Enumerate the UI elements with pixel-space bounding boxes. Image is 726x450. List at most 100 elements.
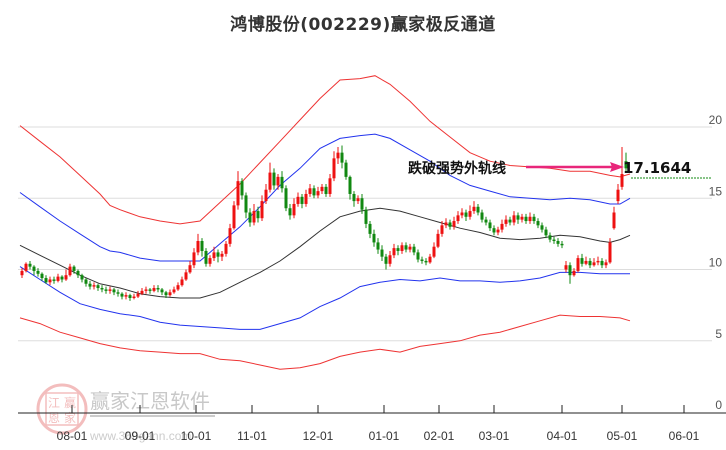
candle (260, 195, 264, 222)
candle (32, 265, 36, 276)
candle (56, 273, 60, 283)
candle (432, 242, 436, 259)
candle (364, 206, 368, 229)
candle (312, 185, 316, 199)
candle (492, 225, 496, 236)
svg-text:家: 家 (64, 410, 76, 425)
candle (536, 218, 540, 229)
candle (84, 278, 88, 287)
candle (600, 258, 604, 269)
band-middle (19, 207, 631, 299)
x-axis: 08-01 09-01 10-01 11-01 12-01 01-01 02-01 03-01… (18, 405, 726, 443)
candle (52, 276, 56, 284)
candle (624, 152, 628, 172)
watermark-brand: 赢家江恩软件 (90, 389, 210, 413)
candle (44, 275, 48, 284)
candle (72, 265, 76, 274)
candle (396, 245, 400, 256)
candle (272, 168, 276, 190)
candle (372, 229, 376, 247)
candle (508, 216, 512, 226)
candle (392, 243, 396, 259)
candle (324, 184, 328, 197)
candle (532, 213, 536, 224)
candle (164, 290, 168, 298)
candle (568, 262, 572, 284)
candle (28, 260, 32, 270)
candle (108, 286, 112, 294)
candle (416, 249, 420, 263)
candle (216, 249, 220, 263)
candle (616, 184, 620, 204)
candle (316, 186, 320, 199)
candle (292, 198, 296, 219)
band-outer-lower (19, 314, 631, 370)
candle (408, 243, 412, 253)
candle (328, 174, 332, 197)
candle (516, 212, 520, 224)
band-inner-lower (19, 266, 630, 330)
y-tick-15: 15 (709, 184, 723, 198)
candle (144, 286, 148, 294)
candle (248, 208, 252, 227)
candle (276, 174, 280, 190)
candle (140, 288, 144, 296)
candle (356, 195, 360, 204)
candle (196, 233, 200, 256)
candle (116, 289, 120, 297)
x-tick-11-01: 11-01 (237, 429, 267, 443)
breakout-annotation: 跌破强势外轨线 17.1644 (408, 159, 712, 179)
candle (552, 236, 556, 244)
candle (204, 248, 208, 267)
candle (572, 268, 576, 277)
candle (576, 255, 580, 273)
candle (228, 223, 232, 247)
svg-text:赢: 赢 (64, 395, 76, 410)
candle (560, 241, 564, 249)
x-tick-12-01: 12-01 (303, 429, 334, 443)
candle (412, 243, 416, 256)
x-tick-01-01: 01-01 (369, 429, 400, 443)
candle (264, 184, 268, 204)
candle (88, 280, 92, 290)
candle (280, 171, 284, 193)
candle (592, 258, 596, 267)
annotation-label: 跌破强势外轨线 (408, 160, 506, 177)
candle (148, 288, 152, 294)
candle (452, 216, 456, 230)
candle (444, 218, 448, 229)
x-tick-05-01: 05-01 (607, 429, 638, 443)
candle (584, 256, 588, 266)
x-tick-08-01: 08-01 (57, 429, 88, 443)
y-tick-20: 20 (709, 113, 723, 127)
candle (400, 242, 404, 254)
candle (184, 269, 188, 281)
candle (200, 238, 204, 257)
candle (608, 238, 612, 264)
candle (172, 286, 176, 294)
candle (300, 193, 304, 209)
x-tick-09-01: 09-01 (125, 429, 156, 443)
candle (384, 253, 388, 270)
candle (564, 260, 568, 273)
candle (220, 250, 224, 261)
x-tick-06-01: 06-01 (669, 429, 700, 443)
candle (496, 226, 500, 236)
candle (180, 276, 184, 287)
candle (92, 282, 96, 290)
candle (436, 229, 440, 249)
candle (288, 203, 292, 220)
candle (464, 209, 468, 222)
candle (120, 292, 124, 300)
candle (528, 212, 532, 224)
candle (60, 275, 64, 283)
candle (104, 286, 108, 294)
candle (236, 171, 240, 210)
candle (152, 285, 156, 293)
candle (256, 206, 260, 223)
y-tick-10: 10 (709, 256, 723, 270)
gridlines (18, 126, 712, 342)
candle (160, 288, 164, 296)
candle (580, 253, 584, 267)
svg-text:恩: 恩 (48, 411, 60, 425)
